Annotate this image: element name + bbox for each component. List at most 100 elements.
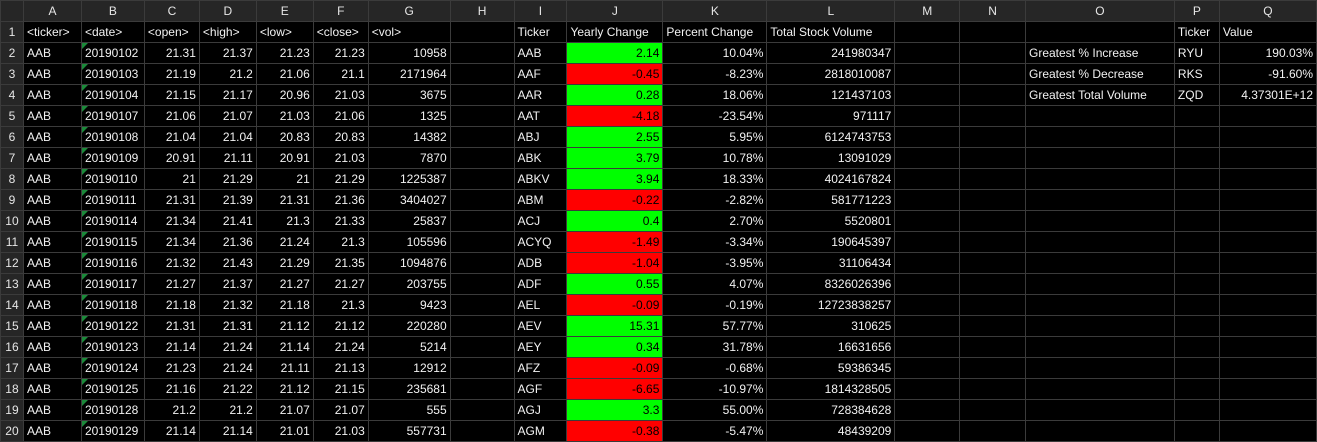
cell[interactable]: 105596 — [367, 231, 451, 253]
cell[interactable] — [894, 147, 961, 169]
percent-change-cell[interactable]: 10.78% — [662, 147, 768, 169]
row-header[interactable]: 9 — [0, 189, 24, 211]
cell[interactable] — [1218, 252, 1317, 274]
cell[interactable] — [1025, 252, 1175, 274]
cell[interactable]: 3404027 — [367, 189, 451, 211]
column-header-n[interactable]: N — [959, 0, 1026, 22]
cell[interactable] — [1173, 168, 1220, 190]
cell[interactable]: 20190111 — [80, 189, 145, 211]
cell[interactable]: 555 — [367, 399, 451, 421]
summary-ticker[interactable]: ADB — [513, 252, 568, 274]
cell[interactable] — [1025, 231, 1175, 253]
total-volume-cell[interactable]: 48439209 — [766, 420, 896, 442]
cell[interactable]: 21.32 — [198, 294, 257, 316]
cell[interactable] — [894, 252, 961, 274]
total-volume-cell[interactable]: 6124743753 — [766, 126, 896, 148]
cell[interactable]: 21.06 — [312, 105, 369, 127]
yearly-change-cell[interactable]: -0.38 — [566, 420, 664, 442]
percent-change-cell[interactable]: -8.23% — [662, 63, 768, 85]
cell[interactable]: <close> — [312, 21, 369, 43]
greatest-ticker[interactable]: RYU — [1173, 42, 1220, 64]
row-header[interactable]: 17 — [0, 357, 24, 379]
cell[interactable]: AAB — [22, 63, 82, 85]
cell[interactable]: 20190115 — [80, 231, 145, 253]
column-header-l[interactable]: L — [766, 0, 896, 22]
cell[interactable] — [1025, 336, 1175, 358]
cell[interactable]: 21.37 — [198, 273, 257, 295]
cell[interactable] — [1173, 252, 1220, 274]
cell[interactable]: AAB — [22, 315, 82, 337]
percent-change-cell[interactable]: -0.68% — [662, 357, 768, 379]
cell[interactable] — [1173, 399, 1220, 421]
cell[interactable]: 20190129 — [80, 420, 145, 442]
cell[interactable] — [894, 105, 961, 127]
cell[interactable] — [1025, 21, 1175, 43]
greatest-value[interactable]: -91.60% — [1218, 63, 1317, 85]
cell[interactable] — [894, 42, 961, 64]
cell[interactable]: AAB — [22, 399, 82, 421]
summary-ticker[interactable]: AAR — [513, 84, 568, 106]
cell[interactable]: AAB — [22, 231, 82, 253]
cell[interactable]: 235681 — [367, 378, 451, 400]
cell[interactable]: 20190109 — [80, 147, 145, 169]
cell[interactable] — [449, 273, 515, 295]
total-volume-cell[interactable]: 581771223 — [766, 189, 896, 211]
cell[interactable] — [1173, 147, 1220, 169]
cell[interactable]: 203755 — [367, 273, 451, 295]
cell[interactable] — [894, 126, 961, 148]
cell[interactable]: 21.41 — [198, 210, 257, 232]
cell[interactable] — [449, 294, 515, 316]
cell[interactable]: 21.24 — [198, 357, 257, 379]
cell[interactable] — [449, 315, 515, 337]
cell[interactable]: 21.23 — [255, 42, 314, 64]
column-header-f[interactable]: F — [312, 0, 369, 22]
cell[interactable] — [894, 294, 961, 316]
cell[interactable] — [1025, 294, 1175, 316]
column-header-e[interactable]: E — [255, 0, 314, 22]
cell[interactable] — [449, 378, 515, 400]
total-volume-cell[interactable]: 1814328505 — [766, 378, 896, 400]
cell[interactable]: 20190122 — [80, 315, 145, 337]
yearly-change-cell[interactable]: -4.18 — [566, 105, 664, 127]
cell[interactable]: 20190117 — [80, 273, 145, 295]
cell[interactable]: 21.01 — [255, 420, 314, 442]
cell[interactable]: 21.31 — [198, 315, 257, 337]
cell[interactable]: <open> — [143, 21, 200, 43]
cell[interactable] — [1173, 315, 1220, 337]
cell[interactable] — [449, 336, 515, 358]
cell[interactable] — [1218, 147, 1317, 169]
column-header-b[interactable]: B — [80, 0, 145, 22]
summary-ticker[interactable]: AAB — [513, 42, 568, 64]
summary-ticker[interactable]: AAF — [513, 63, 568, 85]
percent-change-cell[interactable]: -23.54% — [662, 105, 768, 127]
row-header[interactable]: 13 — [0, 273, 24, 295]
percent-change-cell[interactable]: 4.07% — [662, 273, 768, 295]
cell[interactable] — [449, 168, 515, 190]
cell[interactable] — [449, 147, 515, 169]
cell[interactable]: 20.83 — [255, 126, 314, 148]
row-header[interactable]: 14 — [0, 294, 24, 316]
cell[interactable] — [1025, 378, 1175, 400]
cell[interactable]: AAB — [22, 126, 82, 148]
percent-change-cell[interactable]: 18.06% — [662, 84, 768, 106]
cell[interactable] — [894, 63, 961, 85]
row-header[interactable]: 11 — [0, 231, 24, 253]
cell[interactable] — [1218, 189, 1317, 211]
cell[interactable]: AAB — [22, 210, 82, 232]
cell[interactable]: 20190110 — [80, 168, 145, 190]
cell[interactable] — [1025, 168, 1175, 190]
cell[interactable] — [894, 378, 961, 400]
percent-change-cell[interactable]: -3.95% — [662, 252, 768, 274]
cell[interactable] — [959, 336, 1026, 358]
cell[interactable]: 21.04 — [143, 126, 200, 148]
cell[interactable]: 21.03 — [255, 105, 314, 127]
cell[interactable]: 20190114 — [80, 210, 145, 232]
cell[interactable]: 20190125 — [80, 378, 145, 400]
cell[interactable] — [894, 210, 961, 232]
cell[interactable]: 21.16 — [143, 378, 200, 400]
column-header-g[interactable]: G — [367, 0, 451, 22]
cell[interactable]: <vol> — [367, 21, 451, 43]
cell[interactable]: 21.29 — [312, 168, 369, 190]
cell[interactable]: 21.13 — [312, 357, 369, 379]
yearly-change-cell[interactable]: -6.65 — [566, 378, 664, 400]
